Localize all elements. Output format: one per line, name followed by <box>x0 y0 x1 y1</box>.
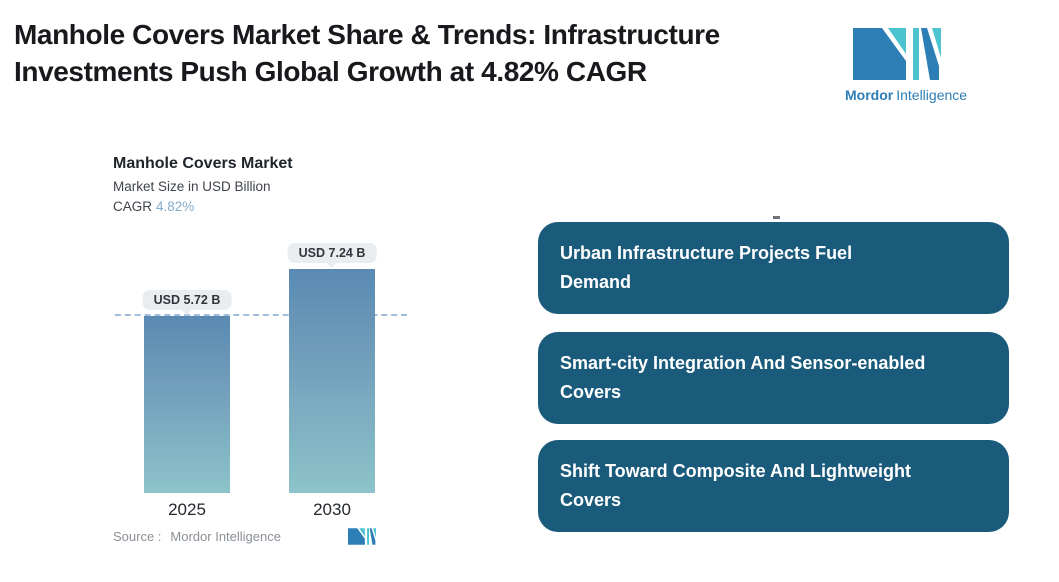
value-label-2030: USD 7.24 B <box>287 243 377 268</box>
page-title-line1: Manhole Covers Market Share & Trends: In… <box>14 19 720 50</box>
x-axis-label-2025: 2025 <box>168 500 206 519</box>
brand-wordmark: Mordor Intelligence <box>845 87 975 103</box>
driver-card-text: Shift Toward Composite And Lightweight C… <box>560 461 911 510</box>
value-label-2030-text: USD 7.24 B <box>298 246 366 260</box>
page-title-line2: Investments Push Global Growth at 4.82% … <box>14 56 647 87</box>
driver-card-text: Urban Infrastructure Projects Fuel Deman… <box>560 243 853 292</box>
chart-header: Manhole Covers Market Market Size in USD… <box>113 155 293 214</box>
driver-card-urban-infrastructure: Urban Infrastructure Projects Fuel Deman… <box>538 222 1009 314</box>
source-value: Mordor Intelligence <box>170 529 281 544</box>
cagr-value: 4.82% <box>156 199 195 214</box>
source-label: Source : <box>113 529 162 544</box>
x-axis-label-2030: 2030 <box>313 500 351 519</box>
driver-card-composite-covers: Shift Toward Composite And Lightweight C… <box>538 440 1009 532</box>
page-title: Manhole Covers Market Share & Trends: In… <box>14 16 824 90</box>
brand-name-regular: Intelligence <box>896 87 968 103</box>
chart-subtitle: Market Size in USD Billion <box>113 179 271 194</box>
value-label-2025: USD 5.72 B <box>142 290 232 315</box>
mordor-intelligence-logo-small-icon <box>348 528 376 545</box>
chart-title: Manhole Covers Market <box>113 155 293 172</box>
reference-dashed-line <box>115 314 407 316</box>
bubble-pointer-icon <box>325 262 338 268</box>
brand-name-bold: Mordor <box>845 87 894 103</box>
driver-card-text: Smart-city Integration And Sensor-enable… <box>560 353 926 402</box>
brand-logo: Mordor Intelligence <box>845 28 975 103</box>
bar-2025 <box>144 316 230 493</box>
mordor-intelligence-logo-icon <box>853 28 941 80</box>
bar-2030 <box>289 269 375 493</box>
bubble-pointer-icon <box>180 309 193 315</box>
stray-mark <box>773 216 780 219</box>
value-label-2025-text: USD 5.72 B <box>153 293 221 307</box>
driver-card-smart-city: Smart-city Integration And Sensor-enable… <box>538 332 1009 424</box>
cagr-label: CAGR <box>113 199 153 214</box>
source-row: Source : Mordor Intelligence <box>113 529 281 544</box>
chart-cagr-row: CAGR 4.82% <box>113 199 293 214</box>
